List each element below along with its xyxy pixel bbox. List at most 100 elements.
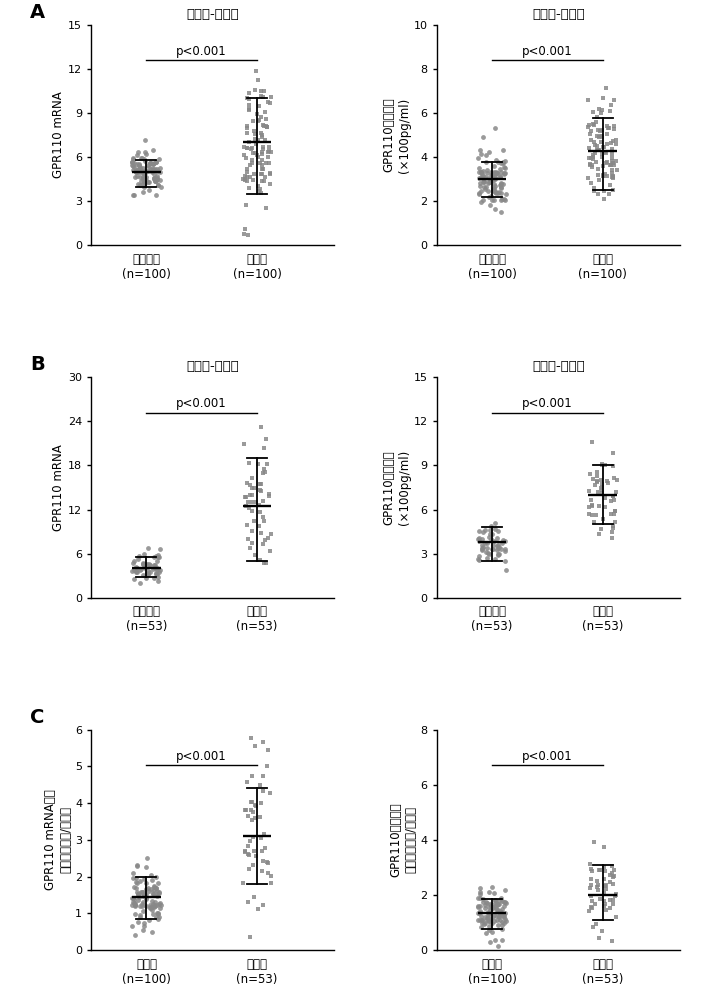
Point [148,570,159,586]
Y-axis label: GPR110 mRNA表达
差异倍数（癌/癌旁）: GPR110 mRNA表达 差异倍数（癌/癌旁） [44,790,72,890]
Point [585,492,597,508]
Point [137,556,149,572]
Point [586,159,597,175]
Point [245,477,256,493]
Point [245,794,257,810]
Point [143,556,154,572]
Point [605,892,616,908]
Point [243,846,254,862]
Point [135,150,147,166]
Point [258,89,269,105]
Point [246,812,257,828]
Point [250,145,261,161]
Text: p<0.001: p<0.001 [522,45,573,58]
Point [142,563,154,579]
Point [608,518,619,534]
Point [250,131,261,147]
Point [497,155,508,171]
Point [609,514,620,530]
Point [485,898,496,914]
Point [243,134,254,150]
Point [475,884,486,900]
Point [257,146,268,162]
Point [155,895,166,911]
Point [128,555,139,571]
Point [487,541,498,557]
Point [494,908,505,924]
Point [151,171,162,187]
Point [498,894,510,910]
Point [587,863,598,879]
Point [477,894,489,910]
Point [142,565,153,581]
Point [252,149,264,165]
Point [239,147,250,163]
Point [138,163,149,179]
Point [476,541,487,557]
Point [264,143,275,159]
Point [132,564,143,580]
Point [132,144,143,160]
Point [490,185,501,201]
Point [591,142,602,158]
Point [128,894,139,910]
Point [132,164,144,180]
Point [475,183,486,199]
Point [590,114,601,130]
Point [151,886,162,902]
Point [249,810,260,826]
Point [244,180,255,196]
Point [253,113,264,129]
Point [606,858,618,874]
Point [257,465,268,481]
Point [597,482,608,498]
Point [482,909,494,925]
Point [247,145,259,161]
Point [152,569,163,585]
Point [151,880,162,896]
Point [264,166,275,182]
Point [597,476,608,492]
Point [144,900,156,916]
Point [484,896,496,912]
Point [152,177,163,193]
Point [255,88,266,104]
Point [475,169,486,185]
Point [477,168,489,184]
Point [587,151,599,167]
Point [495,204,506,220]
Text: p<0.001: p<0.001 [522,750,573,763]
Point [496,192,507,208]
Point [608,869,619,885]
Point [592,474,603,490]
Point [138,871,149,887]
Point [608,118,619,134]
Point [257,897,268,913]
Point [487,909,498,925]
Point [490,165,501,181]
Point [127,563,138,579]
Point [255,83,266,99]
Point [145,899,156,915]
Point [599,898,610,914]
Point [256,173,267,189]
Point [596,134,607,150]
Point [608,157,620,173]
Point [472,899,484,915]
Point [492,537,503,553]
Point [144,155,156,171]
Point [597,139,608,155]
Point [603,475,614,491]
Point [243,531,254,547]
Point [480,147,491,163]
Point [261,758,273,774]
Point [501,913,512,929]
Point [586,132,597,148]
Point [478,173,489,189]
Point [147,885,158,901]
Point [491,165,502,181]
Point [148,882,159,898]
Point [474,886,485,902]
Point [264,155,275,171]
Point [485,518,496,534]
